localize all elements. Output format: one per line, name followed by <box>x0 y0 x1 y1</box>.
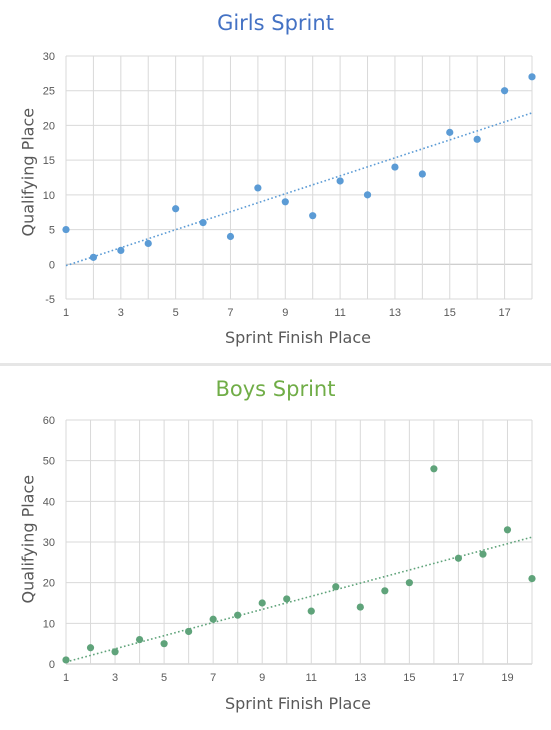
data-point <box>381 587 389 595</box>
chart-divider <box>0 363 551 366</box>
girls-sprint-chart: Girls Sprint -5 0 5 10 15 20 25 30 1 3 5 7 9 11 13 15 17… <box>0 0 551 363</box>
x-tick-label: 3 <box>112 672 118 684</box>
x-tick-label: 5 <box>161 672 167 684</box>
x-tick-label: 13 <box>354 672 366 684</box>
y-tick-label: 10 <box>43 190 55 202</box>
data-point <box>62 225 70 234</box>
y-axis-label: Qualifying Place <box>18 107 38 237</box>
data-point <box>528 73 536 81</box>
data-point <box>226 232 235 241</box>
data-point <box>135 636 144 644</box>
x-tick-label: 13 <box>389 307 401 319</box>
x-tick-label: 15 <box>403 672 415 684</box>
x-tick-label: 9 <box>282 307 288 319</box>
data-point <box>446 128 454 136</box>
data-point <box>185 627 193 636</box>
x-tick-label: 17 <box>498 307 510 319</box>
data-point <box>86 644 95 652</box>
x-tick-label: 1 <box>63 307 69 319</box>
x-tick-label: 9 <box>259 672 265 684</box>
x-tick-label: 11 <box>334 307 345 319</box>
trendline <box>65 112 533 267</box>
data-point <box>199 219 207 227</box>
y-tick-label: 30 <box>43 51 55 63</box>
y-tick-label: 10 <box>43 618 55 630</box>
data-point <box>479 550 487 558</box>
y-tick-label: 60 <box>43 415 55 427</box>
data-point <box>418 170 426 178</box>
data-point <box>391 163 399 171</box>
boys-sprint-chart: Boys Sprint 0 10 20 30 40 50 60 1 3 5 7 9 11 13 15 17 19… <box>0 366 551 730</box>
data-point <box>405 579 413 587</box>
data-point <box>309 212 317 220</box>
y-tick-label: 50 <box>43 456 55 468</box>
y-tick-label: 15 <box>43 155 55 167</box>
x-tick-label: 7 <box>227 307 233 319</box>
data-point <box>454 554 463 562</box>
data-point <box>363 191 372 199</box>
data-point <box>258 599 266 607</box>
chart-title: Girls Sprint <box>217 11 334 35</box>
x-tick-label: 3 <box>118 307 124 319</box>
data-point <box>254 184 262 192</box>
x-axis-label: Sprint Finish Place <box>224 694 371 713</box>
y-tick-label: 5 <box>49 225 55 237</box>
x-axis-label: Sprint Finish Place <box>224 328 371 347</box>
data-point <box>332 583 340 591</box>
data-point <box>356 603 364 611</box>
data-point <box>234 611 242 619</box>
data-point <box>503 526 512 534</box>
data-point <box>528 575 536 583</box>
data-point <box>160 640 168 648</box>
y-tick-label: 0 <box>49 259 55 271</box>
y-tick-label: 0 <box>49 659 55 671</box>
chart-title: Boys Sprint <box>215 377 336 401</box>
x-tick-label: 5 <box>173 307 179 319</box>
data-point <box>283 595 291 603</box>
data-point <box>500 87 509 95</box>
x-tick-label: 17 <box>452 672 464 684</box>
data-point <box>307 607 315 615</box>
data-point <box>430 465 438 473</box>
data-point <box>89 253 98 261</box>
data-point <box>144 239 152 248</box>
x-tick-label: 15 <box>444 307 456 319</box>
y-tick-label: 25 <box>43 86 55 98</box>
data-point <box>281 198 289 206</box>
y-tick-label: 20 <box>43 578 55 590</box>
x-tick-label: 19 <box>501 672 513 684</box>
data-point <box>172 205 180 213</box>
x-tick-label: 1 <box>63 672 69 684</box>
x-tick-label: 7 <box>210 672 216 684</box>
y-axis-label: Qualifying Place <box>18 474 38 604</box>
x-tick-label: 11 <box>306 672 317 684</box>
y-tick-label: -5 <box>45 294 55 306</box>
trendline <box>65 536 533 663</box>
data-point <box>209 615 217 623</box>
data-point <box>62 656 70 664</box>
y-tick-label: 40 <box>43 496 55 508</box>
data-point <box>117 246 125 254</box>
data-point <box>111 648 119 656</box>
data-point <box>473 135 481 143</box>
y-tick-label: 20 <box>43 120 55 132</box>
y-tick-label: 30 <box>43 537 55 549</box>
data-point <box>336 177 344 185</box>
